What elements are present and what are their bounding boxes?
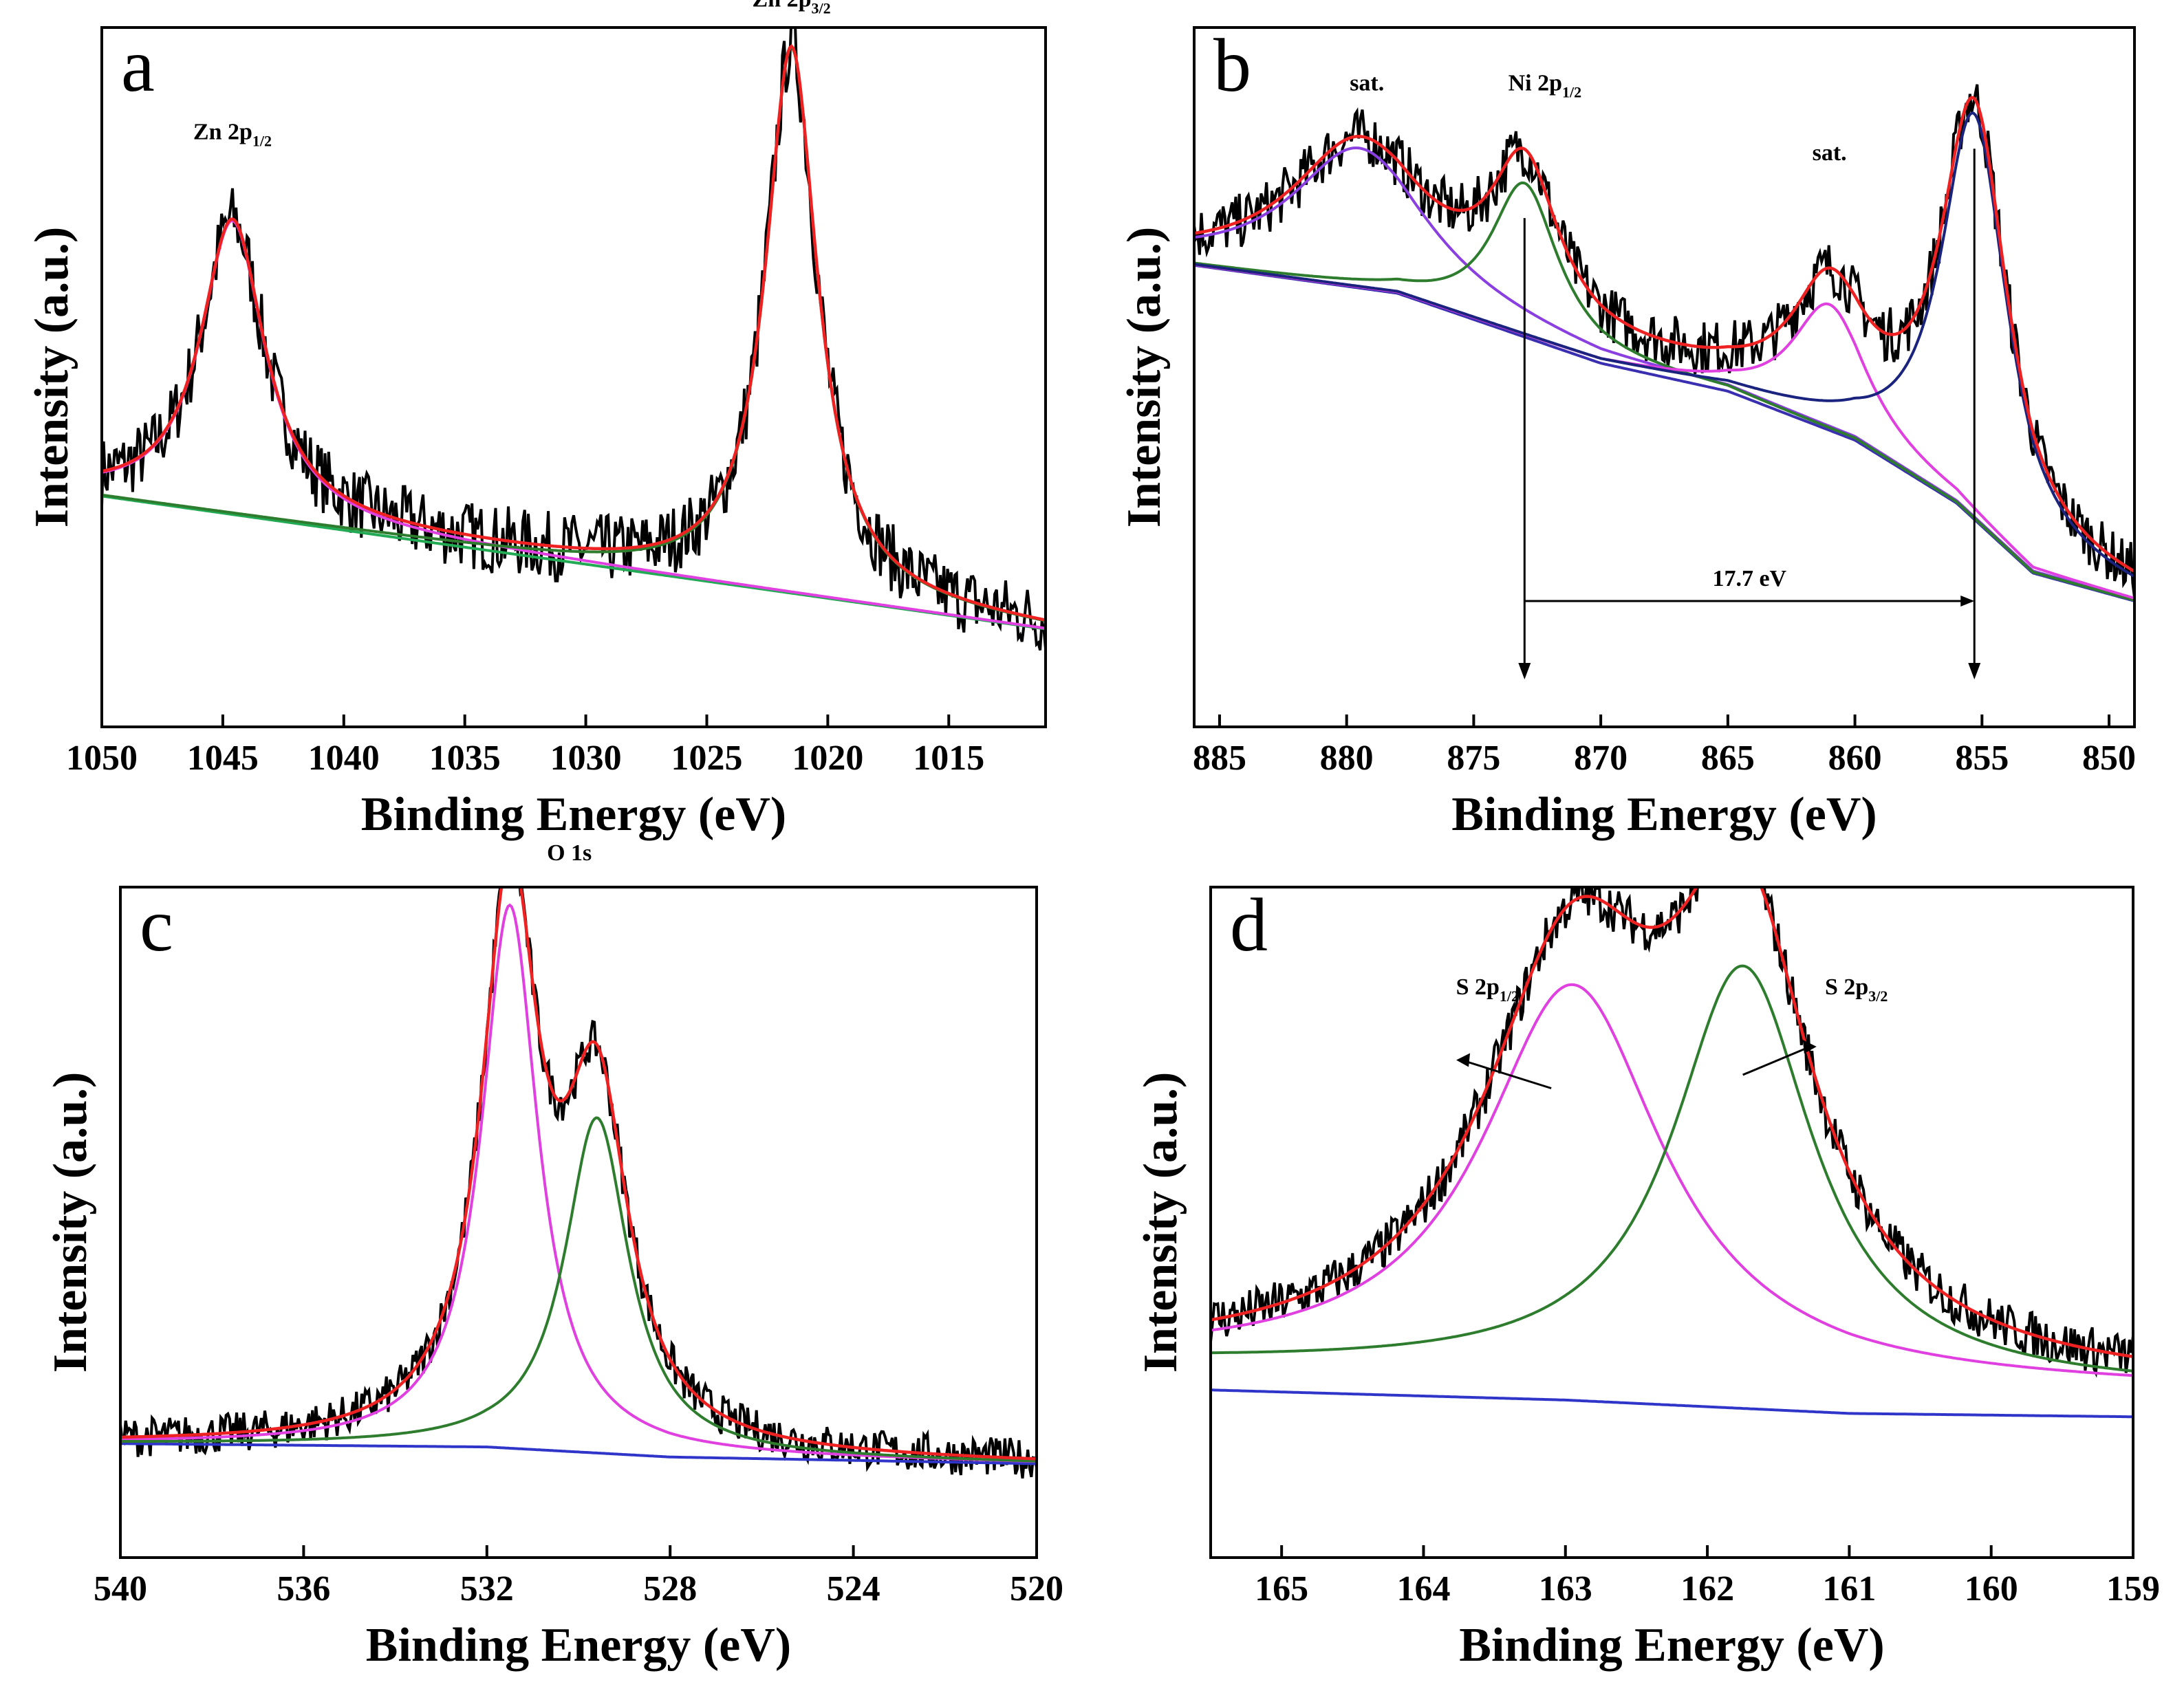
- plot-frame: [119, 886, 1038, 1559]
- peak-annotation: sat.: [1350, 71, 1384, 96]
- envelope-fit-line: [120, 887, 1037, 1461]
- peak-annotation: S 2p3/2: [1825, 974, 1888, 1005]
- panel-b: 885 880 875 870 865 860 855 850 Binding Energy (…: [1118, 23, 2136, 841]
- x-tick-label: 165: [1255, 1569, 1308, 1608]
- y-axis-title: Intensity (a.u.): [44, 1072, 97, 1373]
- x-tick-label: 870: [1574, 739, 1628, 778]
- raw-data-line: [102, 28, 1046, 651]
- x-axis-title: Binding Energy (eV): [361, 788, 786, 841]
- x-axis-title: Binding Energy (eV): [1451, 788, 1877, 841]
- x-tick-label: 1040: [308, 739, 380, 778]
- arrowhead: [1802, 1040, 1817, 1054]
- x-tick-label: 865: [1701, 739, 1755, 778]
- x-tick-label: 1050: [66, 739, 138, 778]
- x-tick-label: 163: [1539, 1569, 1592, 1608]
- peak-annotation: S 2p1/2: [1456, 974, 1519, 1005]
- x-tick-label: 160: [1965, 1569, 2018, 1608]
- background-line: [1194, 263, 2134, 602]
- plot-area: [120, 887, 1037, 1479]
- annotation-arrow: [1465, 1060, 1552, 1089]
- peak-annotation: Zn 2p1/2: [193, 120, 272, 150]
- x-tick-label: 536: [277, 1569, 330, 1608]
- plot-frame: [100, 26, 1047, 728]
- peak-fit-line-2: [120, 1116, 1037, 1463]
- x-tick-label: 1015: [913, 739, 984, 778]
- peak-fit-line-1: [1194, 146, 2134, 601]
- peak-fit-line-3: [1194, 263, 2134, 600]
- x-tick-label: 540: [94, 1569, 147, 1608]
- panel-d: 165 164 163 162 161 160 159 Binding Energy (eV)…: [1134, 883, 2160, 1672]
- peak-fit-line-1: [1211, 983, 2133, 1377]
- plot-area: [1194, 84, 2134, 602]
- panel-letter: c: [140, 883, 173, 967]
- envelope-fit-line: [1211, 887, 2133, 1359]
- envelope-fit-line: [102, 44, 1046, 622]
- peak-annotation: Zn 2p3/2: [753, 0, 831, 17]
- x-tick-label: 860: [1828, 739, 1882, 778]
- x-tick-label: 532: [460, 1569, 514, 1608]
- x-tick-label: 1035: [429, 739, 501, 778]
- x-tick-label: 1020: [792, 739, 863, 778]
- x-tick-label: 850: [2082, 739, 2136, 778]
- arrowhead: [1960, 595, 1975, 607]
- peak-annotation: O 1s: [547, 840, 592, 866]
- plot-frame: [1193, 26, 2136, 728]
- x-tick-label: 1045: [187, 739, 259, 778]
- x-axis-title: Binding Energy (eV): [366, 1619, 791, 1672]
- peak-annotation-subscript: 1/2: [252, 133, 272, 150]
- plot-area: [1211, 887, 2133, 1419]
- peak-annotation-subscript: 3/2: [1868, 988, 1888, 1005]
- peak-annotation: sat.: [1813, 140, 1847, 166]
- peak-annotation-subscript: 3/2: [812, 0, 831, 17]
- peak-fit-line-2: [1194, 181, 2134, 602]
- envelope-fit-line: [1194, 96, 2134, 573]
- peak-fit-line-1: [120, 903, 1037, 1463]
- x-axis-title: Binding Energy (eV): [1459, 1619, 1884, 1672]
- x-tick-label: 885: [1193, 739, 1246, 778]
- raw-data-line: [120, 887, 1037, 1479]
- panel-letter: a: [121, 23, 155, 107]
- arrowhead: [1456, 1053, 1471, 1067]
- x-tick-label: 528: [643, 1569, 697, 1608]
- arrowhead: [1518, 663, 1531, 679]
- panel-letter: b: [1213, 23, 1251, 107]
- y-axis-title: Intensity (a.u.): [25, 227, 78, 528]
- x-tick-label: 520: [1010, 1569, 1063, 1608]
- peak-fit-line-2: [1211, 964, 2133, 1373]
- plot-frame: [1209, 886, 2134, 1559]
- peak-annotation-subscript: 1/2: [1562, 84, 1581, 101]
- peak-annotation: Ni 2p1/2: [1509, 71, 1582, 101]
- y-axis-title: Intensity (a.u.): [1134, 1072, 1187, 1373]
- y-axis-title: Intensity (a.u.): [1118, 227, 1171, 528]
- annotation-arrow: [1742, 1047, 1808, 1076]
- raw-data-line: [1194, 84, 2134, 598]
- x-tick-label: 875: [1447, 739, 1500, 778]
- x-tick-label: 159: [2106, 1569, 2160, 1608]
- x-tick-label: 1030: [550, 739, 622, 778]
- x-tick-label: 1025: [671, 739, 742, 778]
- panel-letter: d: [1230, 883, 1268, 967]
- background-line: [1211, 1388, 2133, 1419]
- x-tick-label: 162: [1680, 1569, 1734, 1608]
- x-tick-label: 855: [1955, 739, 2009, 778]
- x-tick-label: 880: [1320, 739, 1374, 778]
- peak-fit-line-4: [1194, 111, 2134, 578]
- x-tick-label: 524: [827, 1569, 880, 1608]
- splitting-label: 17.7 eV: [1712, 566, 1786, 591]
- panel-a: 1050 1045 1040 1035 1030 1025 1020 1015 Binding …: [25, 0, 1047, 841]
- raw-data-line: [1211, 887, 2133, 1378]
- peak-annotation-subscript: 1/2: [1500, 988, 1519, 1005]
- plot-area: [102, 28, 1046, 651]
- x-tick-label: 161: [1822, 1569, 1876, 1608]
- background-line: [120, 1442, 1037, 1465]
- panel-c: 540 536 532 528 524 520 Binding Energy (eV) Int…: [44, 840, 1063, 1672]
- x-tick-label: 164: [1396, 1569, 1450, 1608]
- arrowhead: [1968, 663, 1981, 679]
